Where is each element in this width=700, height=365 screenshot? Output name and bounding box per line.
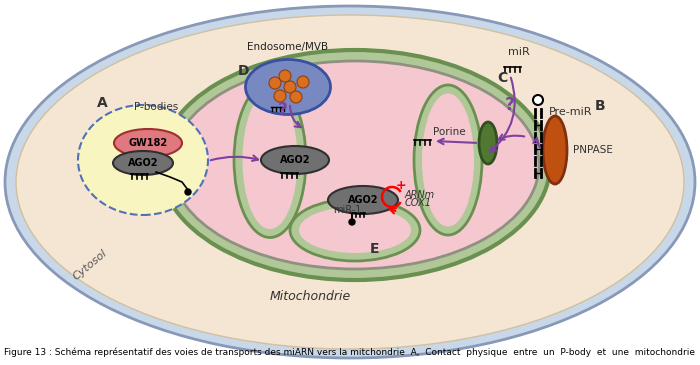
Text: Figure 13 : Schéma représentatif des voies de transports des miARN vers la mitch: Figure 13 : Schéma représentatif des voi… (4, 347, 696, 357)
Ellipse shape (171, 61, 539, 269)
Text: +: + (396, 179, 407, 192)
Ellipse shape (113, 151, 173, 175)
Text: E: E (370, 242, 379, 256)
Circle shape (297, 76, 309, 88)
Text: AGO2: AGO2 (127, 158, 158, 168)
Text: ARNm: ARNm (405, 190, 435, 200)
Text: COX1: COX1 (405, 198, 432, 208)
Ellipse shape (422, 93, 474, 227)
Ellipse shape (78, 105, 208, 215)
Text: P-bodies: P-bodies (134, 102, 178, 112)
Text: miR: miR (508, 47, 530, 57)
Ellipse shape (543, 116, 567, 184)
Ellipse shape (242, 91, 298, 229)
Ellipse shape (261, 146, 329, 174)
Text: A: A (97, 96, 108, 110)
Text: C: C (497, 71, 508, 85)
Ellipse shape (414, 85, 482, 235)
Ellipse shape (5, 6, 695, 358)
Circle shape (533, 95, 543, 105)
Ellipse shape (234, 82, 306, 238)
Text: miR-1: miR-1 (333, 205, 361, 215)
Ellipse shape (290, 199, 420, 261)
Ellipse shape (299, 207, 411, 253)
Text: AGO2: AGO2 (348, 195, 378, 205)
Ellipse shape (16, 15, 684, 349)
Circle shape (274, 90, 286, 102)
Text: Cytosol: Cytosol (71, 248, 109, 282)
Ellipse shape (160, 50, 550, 280)
Circle shape (290, 91, 302, 103)
Circle shape (185, 189, 191, 195)
Ellipse shape (479, 122, 497, 164)
Text: D: D (238, 64, 249, 78)
Text: Porine: Porine (433, 127, 466, 137)
Ellipse shape (114, 129, 182, 157)
Text: AGO2: AGO2 (280, 155, 310, 165)
Text: Endosome/MVB: Endosome/MVB (247, 42, 328, 52)
Text: ?: ? (505, 96, 514, 114)
Circle shape (279, 70, 291, 82)
Text: Mitochondrie: Mitochondrie (270, 291, 351, 304)
Text: PNPASE: PNPASE (573, 145, 613, 155)
Ellipse shape (328, 186, 398, 214)
Ellipse shape (246, 59, 330, 115)
Text: B: B (595, 99, 606, 113)
Circle shape (269, 77, 281, 89)
Text: ?: ? (278, 101, 288, 119)
Text: Pre-miR: Pre-miR (549, 107, 592, 117)
Circle shape (349, 219, 355, 225)
Circle shape (284, 81, 296, 93)
Text: GW182: GW182 (128, 138, 167, 148)
